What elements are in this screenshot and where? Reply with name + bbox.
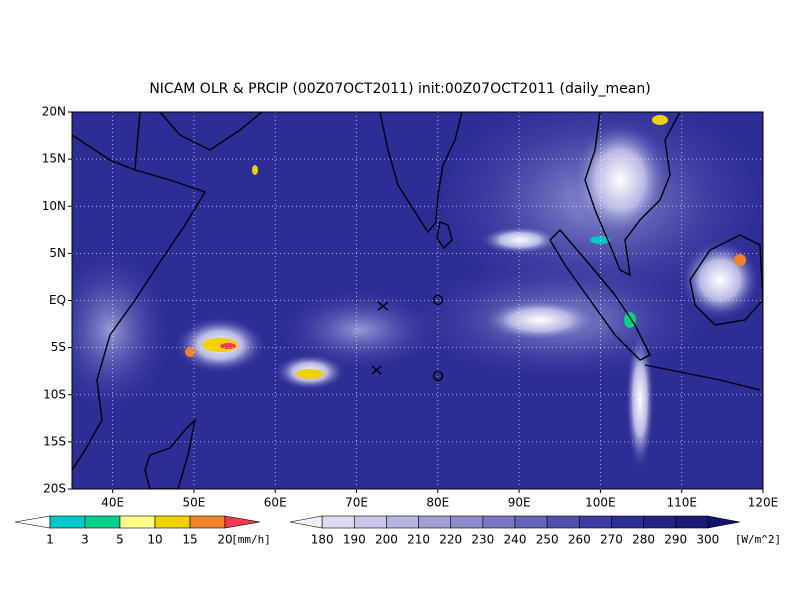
legend-box — [119, 515, 156, 529]
legend-box — [675, 515, 709, 529]
legend-label: 250 — [536, 533, 559, 547]
o-marker — [432, 294, 444, 306]
legend-label: 190 — [343, 533, 366, 547]
legend-box — [49, 515, 86, 529]
legend-label: 3 — [81, 533, 89, 547]
legend-unit: [mm/h] — [231, 533, 271, 546]
sri-lanka — [436, 221, 453, 250]
madagascar — [144, 417, 197, 489]
legend-label: 230 — [471, 533, 494, 547]
lon-label: 120E — [748, 496, 779, 510]
lon-label: 70E — [345, 496, 368, 510]
legend-label: 20 — [217, 533, 232, 547]
legend-label: 5 — [116, 533, 124, 547]
legend-label: 10 — [147, 533, 162, 547]
sumatra — [549, 228, 651, 361]
legend-label: 300 — [696, 533, 719, 547]
africa-coast — [72, 112, 207, 471]
legend-label: 240 — [504, 533, 527, 547]
legend-box — [154, 515, 191, 529]
lon-label: 80E — [426, 496, 449, 510]
grid — [72, 112, 763, 489]
lon-label: 50E — [183, 496, 206, 510]
lon-label: 40E — [101, 496, 124, 510]
lon-label: 110E — [666, 496, 697, 510]
legend-triangle — [224, 515, 261, 529]
legend-box — [189, 515, 226, 529]
legend-box — [353, 515, 387, 529]
legend-label: 200 — [375, 533, 398, 547]
legend-box — [643, 515, 677, 529]
borneo — [689, 234, 763, 326]
legend-box — [321, 515, 355, 529]
legend-label: 290 — [664, 533, 687, 547]
lon-label: 90E — [508, 496, 531, 510]
legend-label: 15 — [182, 533, 197, 547]
legends: 1 3 5 10 15 20[mm/h] 180 190 200 210 220 230 240 250 2… — [14, 515, 781, 547]
map — [72, 112, 763, 489]
lon-label: 100E — [585, 496, 616, 510]
legend-unit: [W/m^2] — [735, 533, 781, 546]
title: NICAM OLR & PRCIP (00Z07OCT2011) init:00… — [149, 81, 650, 97]
o-marker — [432, 370, 444, 382]
lat-label: 20N — [42, 105, 66, 119]
x-markers — [371, 301, 389, 375]
indochina-coast — [584, 112, 681, 277]
legend-label: 270 — [600, 533, 623, 547]
lat-label: EQ — [49, 293, 66, 307]
legend-label: 260 — [568, 533, 591, 547]
legend-box — [418, 515, 452, 529]
lat-label: 5N — [49, 246, 66, 260]
lat-label: 15S — [43, 434, 66, 448]
legend-box — [450, 515, 484, 529]
legend-label: 280 — [632, 533, 655, 547]
legend-label: 220 — [439, 533, 462, 547]
legend-label: 1 — [46, 533, 54, 547]
legend-label: 210 — [407, 533, 430, 547]
lon-label: 60E — [264, 496, 287, 510]
legend-box — [514, 515, 548, 529]
lat-label: 10N — [42, 199, 66, 213]
lat-label: 10S — [43, 387, 66, 401]
legend-label: 180 — [311, 533, 334, 547]
legend-triangle — [14, 515, 51, 529]
legend-box — [578, 515, 612, 529]
india-coast — [379, 112, 463, 234]
legend-triangle — [707, 515, 741, 529]
legend-triangle — [289, 515, 323, 529]
legend-box — [482, 515, 516, 529]
arabia-coast — [159, 112, 263, 151]
lat-label: 15N — [42, 152, 66, 166]
gulf-coast — [72, 134, 136, 171]
java-coast — [644, 364, 761, 391]
legend-box — [546, 515, 580, 529]
lat-label: 5S — [51, 340, 66, 354]
lat-label: 20S — [43, 482, 66, 496]
legend-box — [386, 515, 419, 529]
legend-box — [611, 515, 644, 529]
axis-labels: 20N 15N 10N 5N EQ 5S 10S 15S 20S 40E 50E 60E 70E 80E 9… — [42, 105, 779, 510]
legend-box — [84, 515, 121, 529]
